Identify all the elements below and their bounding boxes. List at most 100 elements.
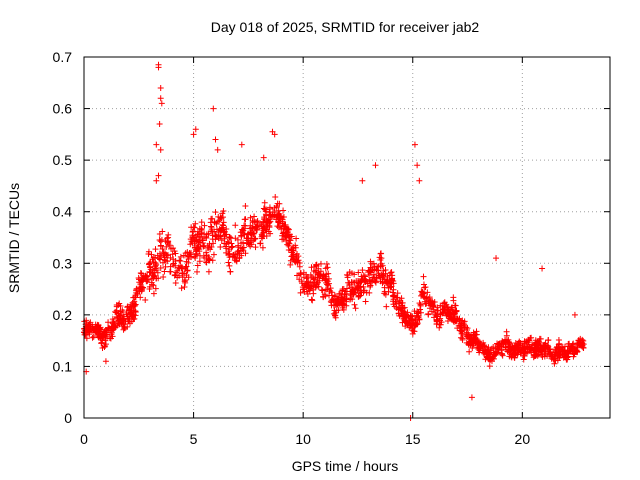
data-point [382, 291, 389, 298]
data-point [491, 349, 498, 356]
data-point [309, 297, 316, 304]
data-point [129, 312, 136, 319]
data-point [203, 258, 210, 265]
data-point [188, 238, 195, 245]
data-point [167, 268, 174, 275]
data-point [335, 300, 342, 307]
data-point [393, 304, 400, 311]
data-point [534, 352, 541, 359]
data-point [517, 340, 524, 347]
data-point [196, 225, 203, 232]
data-point [440, 300, 447, 307]
data-point [317, 260, 324, 267]
data-point [220, 208, 227, 215]
data-point [144, 272, 151, 279]
y-tick-label: 0.1 [53, 358, 73, 374]
data-point [452, 302, 459, 309]
data-point [465, 340, 472, 347]
data-point [536, 339, 543, 346]
data-point [95, 334, 102, 341]
data-point [512, 342, 519, 349]
x-tick-label: 20 [515, 431, 531, 447]
data-point [153, 177, 160, 184]
data-point [425, 311, 432, 318]
data-point [99, 330, 106, 337]
data-point [326, 292, 333, 299]
data-point [493, 255, 500, 262]
data-point [373, 266, 380, 273]
data-point [513, 345, 520, 352]
data-point [433, 317, 440, 324]
data-point [458, 328, 465, 335]
data-point [271, 131, 278, 138]
data-point [214, 146, 221, 153]
data-point [372, 278, 379, 285]
data-point [527, 335, 534, 342]
data-point [248, 231, 255, 238]
data-point [165, 238, 172, 245]
data-point [93, 329, 100, 336]
data-point [240, 247, 247, 254]
data-point [553, 344, 560, 351]
data-point [218, 237, 225, 244]
data-point [170, 260, 177, 267]
data-point [473, 331, 480, 338]
data-point [462, 324, 469, 331]
data-point [185, 259, 192, 266]
data-point [432, 310, 439, 317]
data-point [486, 354, 493, 361]
data-point [177, 262, 184, 269]
data-point [535, 340, 542, 347]
data-point [344, 285, 351, 292]
data-point [241, 231, 248, 238]
data-point [411, 141, 418, 148]
data-point [190, 131, 197, 138]
data-point [377, 274, 384, 281]
data-point [459, 335, 466, 342]
data-point [267, 230, 274, 237]
data-point [434, 313, 441, 320]
data-point [277, 212, 284, 219]
data-point [194, 262, 201, 269]
data-point [383, 303, 390, 310]
data-point [262, 211, 269, 218]
data-point [157, 84, 164, 91]
data-point [179, 270, 186, 277]
data-point [351, 301, 358, 308]
data-point [565, 353, 572, 360]
data-point [212, 233, 219, 240]
data-point [259, 244, 266, 251]
data-point [137, 269, 144, 276]
data-point [351, 271, 358, 278]
data-point [252, 244, 259, 251]
x-tick-label: 15 [405, 431, 421, 447]
data-point [332, 312, 339, 319]
data-point [210, 105, 217, 112]
data-point [183, 272, 190, 279]
data-point [165, 231, 172, 238]
data-point [234, 236, 241, 243]
data-point [120, 308, 127, 315]
data-point [241, 222, 248, 229]
data-point [345, 279, 352, 286]
data-point [468, 334, 475, 341]
data-point [208, 228, 215, 235]
data-point [159, 246, 166, 253]
data-point [152, 246, 159, 253]
grid-lines [84, 57, 610, 418]
data-point [525, 343, 532, 350]
data-point [226, 246, 233, 253]
data-point [102, 358, 109, 365]
data-point [162, 263, 169, 270]
x-tick-label: 0 [80, 431, 88, 447]
data-point [83, 335, 90, 342]
data-point [120, 321, 127, 328]
data-point [157, 146, 164, 153]
data-point [161, 268, 168, 275]
data-point [260, 154, 267, 161]
data-point [409, 325, 416, 332]
data-point [128, 318, 135, 325]
data-point [330, 297, 337, 304]
data-point [366, 268, 373, 275]
data-point [201, 222, 208, 229]
